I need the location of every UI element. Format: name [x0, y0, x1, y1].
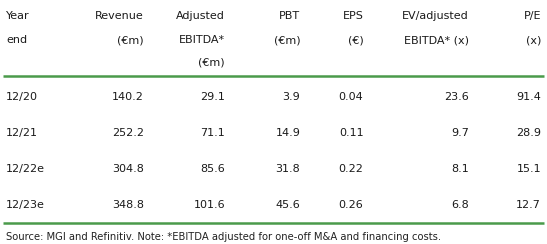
Text: 0.22: 0.22: [339, 164, 363, 174]
Text: PBT: PBT: [279, 11, 300, 21]
Text: 0.11: 0.11: [339, 128, 363, 138]
Text: Year: Year: [6, 11, 30, 21]
Text: 15.1: 15.1: [516, 164, 541, 174]
Text: 304.8: 304.8: [112, 164, 144, 174]
Text: 12/20: 12/20: [6, 92, 38, 102]
Text: (x): (x): [526, 35, 541, 45]
Text: 31.8: 31.8: [276, 164, 300, 174]
Text: 12/21: 12/21: [6, 128, 38, 138]
Text: 29.1: 29.1: [200, 92, 225, 102]
Text: (€): (€): [348, 35, 363, 45]
Text: Adjusted: Adjusted: [176, 11, 225, 21]
Text: 71.1: 71.1: [200, 128, 225, 138]
Text: 0.04: 0.04: [339, 92, 363, 102]
Text: 85.6: 85.6: [200, 164, 225, 174]
Text: 91.4: 91.4: [516, 92, 541, 102]
Text: 45.6: 45.6: [276, 200, 300, 210]
Text: EBITDA* (x): EBITDA* (x): [404, 35, 469, 45]
Text: 14.9: 14.9: [276, 128, 300, 138]
Text: (€m): (€m): [274, 35, 300, 45]
Text: 101.6: 101.6: [194, 200, 225, 210]
Text: Source: MGI and Refinitiv. Note: *EBITDA adjusted for one-off M&A and financing : Source: MGI and Refinitiv. Note: *EBITDA…: [6, 232, 441, 242]
Text: EV/adjusted: EV/adjusted: [402, 11, 469, 21]
Text: 252.2: 252.2: [112, 128, 144, 138]
Text: 140.2: 140.2: [112, 92, 144, 102]
Text: 12/22e: 12/22e: [6, 164, 45, 174]
Text: 9.7: 9.7: [451, 128, 469, 138]
Text: (€m): (€m): [199, 58, 225, 68]
Text: 12/23e: 12/23e: [6, 200, 45, 210]
Text: 12.7: 12.7: [516, 200, 541, 210]
Text: 28.9: 28.9: [516, 128, 541, 138]
Text: EBITDA*: EBITDA*: [179, 35, 225, 45]
Text: 23.6: 23.6: [444, 92, 469, 102]
Text: 3.9: 3.9: [283, 92, 300, 102]
Text: P/E: P/E: [523, 11, 541, 21]
Text: 6.8: 6.8: [451, 200, 469, 210]
Text: EPS: EPS: [342, 11, 363, 21]
Text: (€m): (€m): [117, 35, 144, 45]
Text: Revenue: Revenue: [95, 11, 144, 21]
Text: 0.26: 0.26: [339, 200, 363, 210]
Text: 348.8: 348.8: [112, 200, 144, 210]
Text: end: end: [6, 35, 27, 45]
Text: 8.1: 8.1: [451, 164, 469, 174]
